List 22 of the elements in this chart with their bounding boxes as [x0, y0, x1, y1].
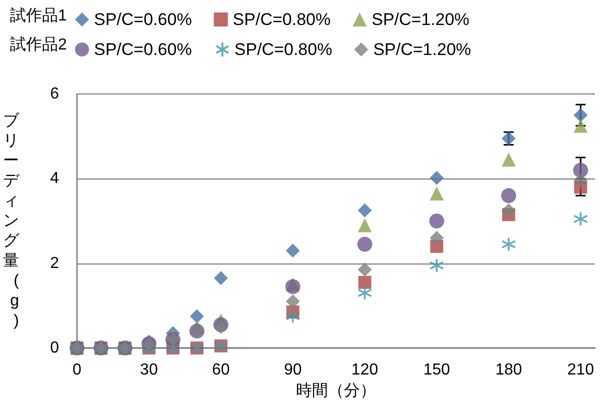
x-axis-title: 時間（分）	[296, 381, 376, 400]
x-tick-label: 0	[72, 362, 82, 378]
legend-label: SP/C=0.80%	[234, 40, 332, 59]
text: 試作品2	[10, 36, 67, 54]
legend-label: SP/C=0.60%	[94, 40, 192, 59]
x-tick-label: 180	[495, 362, 522, 378]
y-tick-label: 2	[50, 254, 60, 272]
legend-label: SP/C=0.60%	[94, 10, 192, 29]
x-tick-label: 30	[140, 362, 158, 378]
legend-label: SP/C=1.20%	[373, 40, 472, 59]
text: ブリーディング量(g)	[3, 112, 19, 330]
y-tick-label: 4	[50, 170, 60, 188]
x-tick-label: 150	[423, 362, 450, 378]
x-tick-label: 90	[284, 362, 302, 378]
text: 試作品1	[10, 6, 67, 24]
y-tick-label: 0	[50, 340, 60, 356]
x-tick-label: 210	[567, 362, 594, 378]
y-tick-label: 6	[50, 86, 60, 102]
legend-label: SP/C=0.80%	[232, 10, 331, 29]
x-tick-label: 60	[212, 362, 230, 378]
x-tick-label: 120	[351, 362, 378, 378]
legend-label: SP/C=1.20%	[372, 10, 470, 29]
